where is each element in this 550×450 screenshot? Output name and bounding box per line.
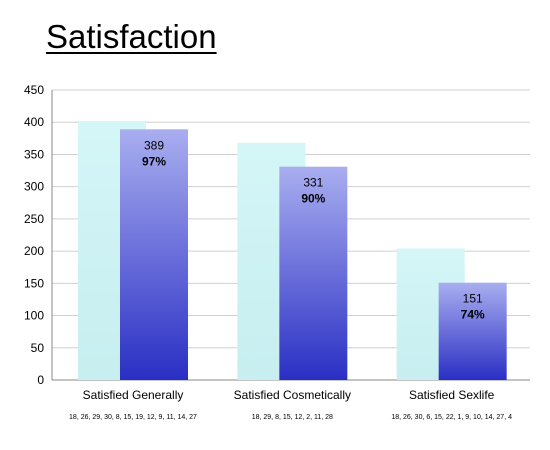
chart-title: Satisfaction <box>46 18 217 55</box>
y-tick-label-200: 200 <box>24 244 44 258</box>
data-label-value-1: 331 <box>303 176 323 190</box>
bar-series-1-0 <box>120 129 188 380</box>
category-reference-0: 18, 26, 29, 30, 8, 15, 19, 12, 9, 11, 14… <box>69 414 197 421</box>
x-tick-label-0: Satisfied Generally <box>83 388 184 402</box>
data-label-percent-1: 90% <box>301 192 325 206</box>
x-tick-label-2: Satisfied Sexlife <box>409 388 495 402</box>
y-tick-label-450: 450 <box>24 83 44 97</box>
y-tick-label-300: 300 <box>24 180 44 194</box>
category-reference-1: 18, 29, 8, 15, 12, 2, 11, 28 <box>251 414 333 421</box>
y-tick-label-400: 400 <box>24 115 44 129</box>
y-tick-label-100: 100 <box>24 309 44 323</box>
bar-series-1-2 <box>438 282 507 380</box>
y-tick-label-150: 150 <box>24 276 44 290</box>
data-label-value-0: 389 <box>144 138 164 152</box>
y-tick-label-50: 50 <box>31 341 45 355</box>
data-label-percent-0: 97% <box>142 154 166 168</box>
category-reference-2: 18, 26, 30, 6, 15, 22, 1, 9, 10, 14, 27,… <box>391 414 512 421</box>
y-tick-label-250: 250 <box>24 212 44 226</box>
data-label-value-2: 151 <box>463 292 483 306</box>
data-label-percent-2: 74% <box>461 308 485 322</box>
y-tick-label-0: 0 <box>37 373 44 387</box>
x-tick-label-1: Satisfied Cosmetically <box>234 388 351 402</box>
y-tick-label-350: 350 <box>24 147 44 161</box>
bar-series-1-1 <box>279 166 348 380</box>
